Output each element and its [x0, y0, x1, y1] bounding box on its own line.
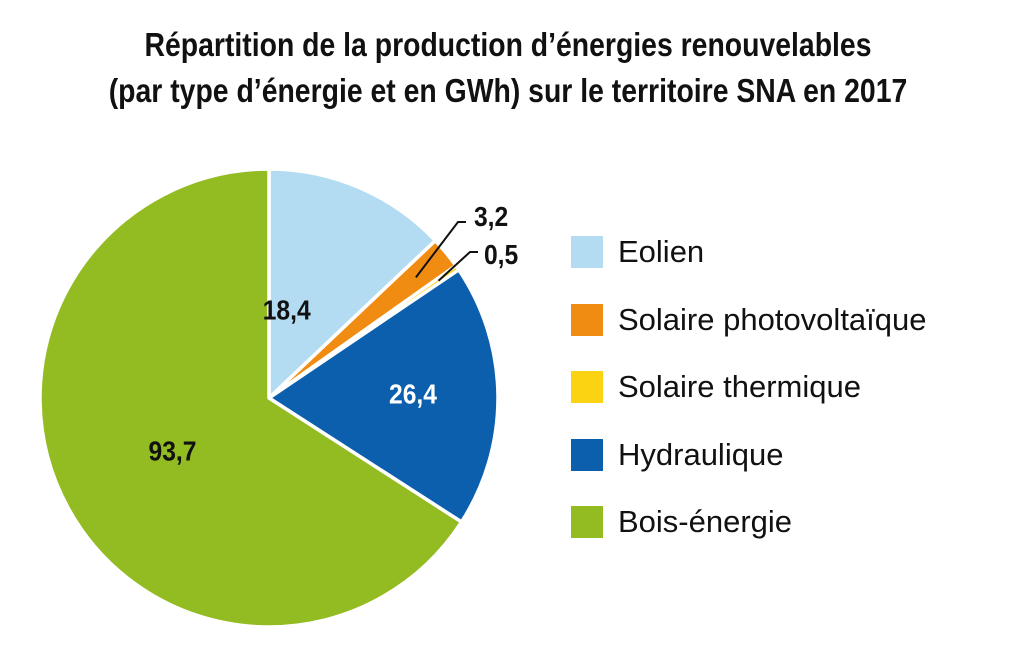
- chart-title-line-1: Répartition de la production d’énergies …: [144, 26, 872, 63]
- pie-slice-eolien: [267, 167, 438, 400]
- pie-value-label-solaire-photovoltaique: 3,2: [474, 201, 508, 233]
- legend-item-solaire-photovoltaique: Solaire photovoltaïque: [571, 302, 927, 338]
- legend-label-solaire-photovoltaique: Solaire photovoltaïque: [618, 301, 927, 337]
- legend-swatch-solaire-photovoltaique: [571, 303, 603, 336]
- legend-swatch-bois-energie: [571, 506, 603, 538]
- pie-slice-hydraulique: [267, 268, 500, 524]
- chart-title-line-2: (par type d’énergie et en GWh) sur le te…: [108, 72, 908, 109]
- legend: Eolien Solaire photovoltaïque Solaire th…: [571, 234, 927, 572]
- pie-slices: [38, 167, 500, 629]
- pie-value-label-bois-energie: 93,7: [149, 435, 197, 467]
- legend-item-hydraulique: Hydraulique: [571, 437, 927, 473]
- pie-value-labels: 18,4 3,2 0,5 26,4 93,7: [149, 201, 519, 467]
- legend-swatch-solaire-thermique: [571, 371, 603, 403]
- chart-title: Répartition de la production d’énergies …: [71, 22, 945, 114]
- legend-item-bois-energie: Bois-énergie: [571, 504, 927, 540]
- pie-value-label-hydraulique: 26,4: [389, 378, 437, 410]
- legend-item-eolien: Eolien: [571, 234, 927, 270]
- legend-label-hydraulique: Hydraulique: [618, 436, 784, 472]
- legend-label-solaire-thermique: Solaire thermique: [618, 369, 861, 404]
- pie-value-label-eolien: 18,4: [263, 294, 311, 326]
- legend-label-eolien: Eolien: [618, 234, 705, 269]
- pie-slice-bois-energie: [38, 167, 464, 629]
- leader-line-solaire-photovoltaique: [415, 221, 466, 279]
- legend-label-bois-energie: Bois-énergie: [618, 504, 793, 539]
- leader-line-solaire-thermique: [437, 251, 478, 282]
- pie-value-label-solaire-thermique: 0,5: [484, 239, 518, 271]
- legend-swatch-hydraulique: [571, 438, 603, 471]
- legend-item-solaire-thermique: Solaire thermique: [571, 369, 927, 405]
- legend-swatch-eolien: [571, 236, 603, 268]
